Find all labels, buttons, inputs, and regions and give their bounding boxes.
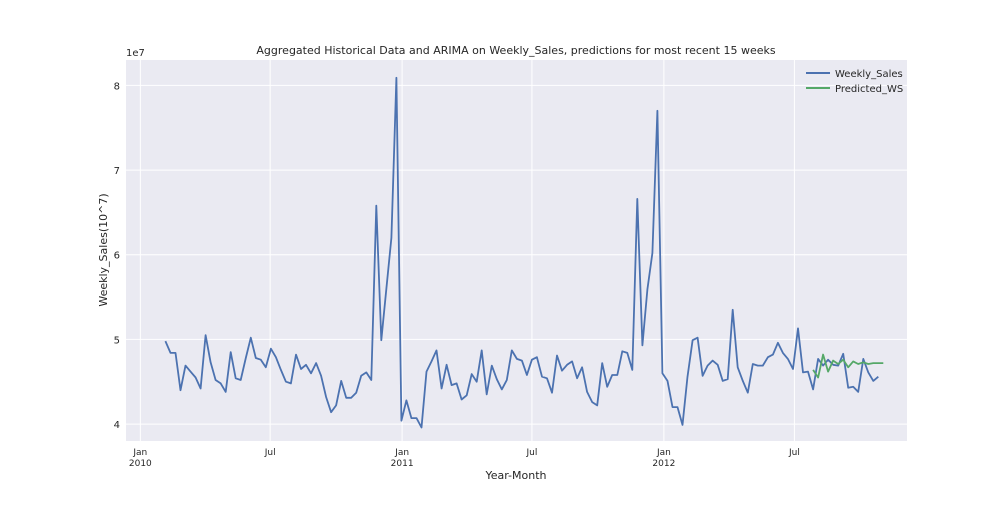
y-offset-label: 1e7 <box>126 48 145 59</box>
y-tick-label: 4 <box>114 420 120 431</box>
x-tick-year-label: 2010 <box>129 459 152 469</box>
x-tick-label: Jan <box>132 448 147 458</box>
grid-lines <box>126 60 907 441</box>
x-tick-label: Jan <box>394 448 409 458</box>
chart-title: Aggregated Historical Data and ARIMA on … <box>256 44 775 57</box>
legend-label-weekly-sales: Weekly_Sales <box>835 69 903 80</box>
x-tick-label: Jul <box>788 448 800 458</box>
x-tick-year-label: 2012 <box>652 459 675 469</box>
legend-label-predicted-ws: Predicted_WS <box>835 84 903 95</box>
y-tick-label: 8 <box>114 81 120 92</box>
plot-background <box>126 60 907 441</box>
y-tick-labels: 4 5 6 7 8 <box>114 81 120 431</box>
legend: Weekly_Sales Predicted_WS <box>806 69 903 95</box>
x-tick-label: Jan <box>656 448 671 458</box>
series-line-predicted-ws <box>812 353 884 379</box>
y-tick-label: 5 <box>114 335 120 346</box>
y-tick-label: 6 <box>114 251 120 262</box>
series-lines <box>164 76 884 429</box>
x-tick-year-label: 2011 <box>391 459 414 469</box>
y-tick-label: 7 <box>114 166 120 177</box>
x-axis-label: Year-Month <box>484 469 546 482</box>
x-tick-label: Jul <box>525 448 537 458</box>
x-tick-label: Jul <box>264 448 276 458</box>
y-axis-label: Weekly_Sales(10^7) <box>97 193 110 306</box>
series-line-weekly-sales <box>164 76 879 429</box>
